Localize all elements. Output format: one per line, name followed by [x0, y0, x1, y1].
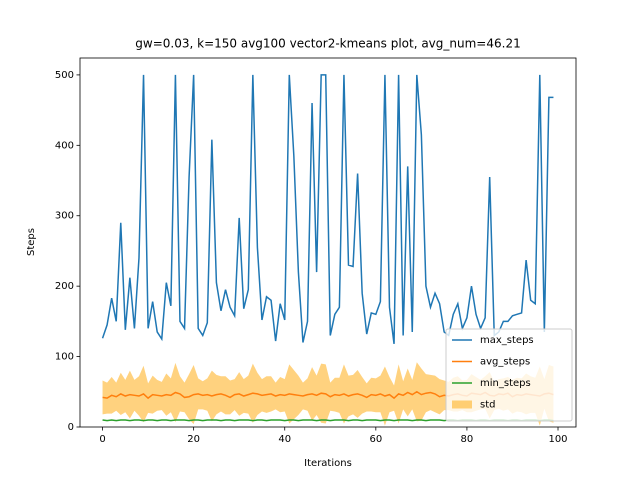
y-tick-label: 400 — [55, 140, 74, 151]
legend-box — [445, 328, 573, 422]
legend-label: min_steps — [480, 378, 531, 389]
std-band — [102, 362, 554, 426]
legend-label: avg_steps — [480, 357, 530, 368]
y-tick-label: 100 — [55, 352, 74, 363]
x-tick-label: 40 — [278, 434, 291, 445]
x-tick-label: 20 — [187, 434, 200, 445]
y-tick-label: 300 — [55, 211, 74, 222]
legend-label: max_steps — [480, 335, 534, 346]
y-tick-label: 200 — [55, 281, 74, 292]
x-axis-label: Iterations — [304, 458, 352, 469]
chart-title: gw=0.03, k=150 avg100 vector2-kmeans plo… — [135, 37, 520, 51]
y-tick-label: 0 — [68, 422, 74, 433]
legend-swatch — [452, 400, 472, 409]
x-tick-label: 0 — [99, 434, 105, 445]
plot-frame — [79, 57, 577, 428]
x-tick-label: 60 — [369, 434, 382, 445]
y-axis-label: Steps — [26, 228, 37, 256]
line-max-steps — [101, 74, 554, 344]
legend-label: std — [480, 400, 495, 411]
x-tick-label: 100 — [548, 434, 567, 445]
y-tick-label: 500 — [55, 70, 74, 81]
x-tick-label: 80 — [461, 434, 474, 445]
